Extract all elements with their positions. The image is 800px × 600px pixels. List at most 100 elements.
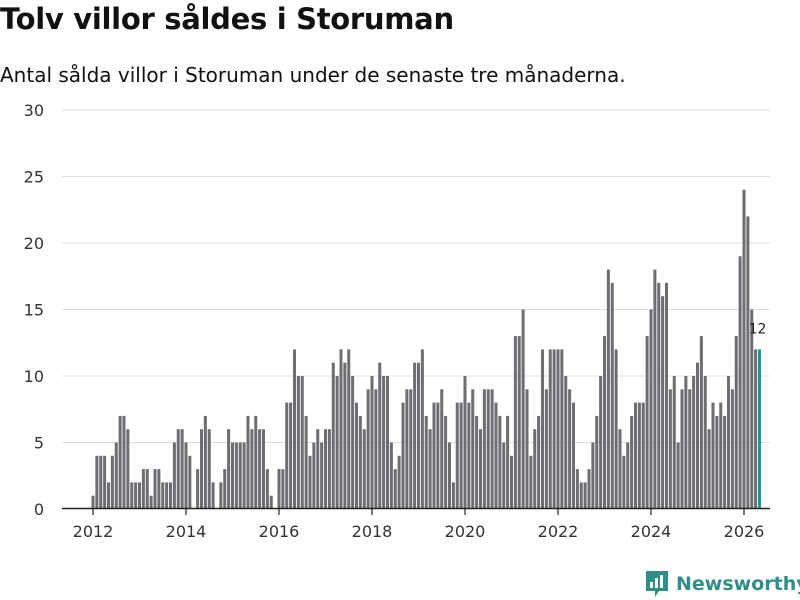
x-tick-label: 2016 xyxy=(259,522,300,541)
bar xyxy=(552,349,556,509)
bar xyxy=(238,442,242,509)
bar xyxy=(176,429,180,509)
bar xyxy=(498,415,502,509)
bar xyxy=(234,442,238,509)
bar xyxy=(207,429,211,509)
bar xyxy=(188,455,192,509)
newsworthy-logo-icon xyxy=(646,571,668,597)
bar xyxy=(292,349,297,509)
bar xyxy=(614,349,618,509)
bar xyxy=(602,336,607,509)
bar xyxy=(385,376,390,509)
bar xyxy=(405,389,409,509)
y-tick-label: 25 xyxy=(24,168,44,187)
bar xyxy=(548,349,552,509)
bar xyxy=(719,402,723,509)
bar xyxy=(196,469,200,509)
y-tick-label: 5 xyxy=(34,434,44,453)
bar xyxy=(521,309,525,509)
bar xyxy=(575,469,579,509)
bar xyxy=(161,482,165,509)
bar xyxy=(378,362,382,509)
bar xyxy=(335,376,339,509)
bar xyxy=(626,442,630,509)
bar xyxy=(525,389,529,509)
bar xyxy=(130,482,134,509)
bar xyxy=(424,415,428,509)
bar xyxy=(533,429,537,509)
bars xyxy=(91,189,762,510)
bar xyxy=(184,442,188,509)
x-tick-label: 2026 xyxy=(724,522,765,541)
bar xyxy=(382,376,386,509)
bar xyxy=(699,336,703,509)
bar xyxy=(110,455,114,509)
bar xyxy=(509,455,514,509)
bar xyxy=(707,429,711,509)
bar xyxy=(517,336,521,509)
bar xyxy=(347,349,351,509)
bar xyxy=(490,389,494,509)
chart-title: Tolv villor såldes i Storuman xyxy=(0,2,454,36)
bar-highlight xyxy=(757,349,762,509)
bar xyxy=(494,402,498,509)
bar xyxy=(420,349,424,509)
bar xyxy=(754,349,758,509)
bar xyxy=(486,389,490,509)
bar xyxy=(529,455,533,509)
bar xyxy=(296,376,300,509)
bar xyxy=(327,429,331,509)
bar xyxy=(219,482,223,509)
bar xyxy=(432,402,436,509)
bar xyxy=(738,256,742,509)
bar xyxy=(506,415,510,509)
y-tick-label: 20 xyxy=(24,234,44,253)
y-axis-tick-labels: 0 5 10 15 20 25 30 xyxy=(24,101,44,519)
bar xyxy=(653,269,657,509)
bar xyxy=(633,402,638,509)
x-tick-label: 2014 xyxy=(166,522,207,541)
bar xyxy=(203,415,207,509)
bar xyxy=(145,469,149,509)
bar xyxy=(692,376,696,509)
bar xyxy=(300,376,304,509)
bar xyxy=(637,402,641,509)
bar xyxy=(165,482,169,509)
bar xyxy=(277,469,281,509)
bar xyxy=(459,402,463,509)
bar xyxy=(537,415,541,509)
bar xyxy=(444,415,448,509)
bar xyxy=(250,429,254,509)
bar xyxy=(684,376,688,509)
bar xyxy=(354,402,359,509)
bar xyxy=(126,429,130,509)
bar xyxy=(114,442,118,509)
bar xyxy=(172,442,176,509)
bar xyxy=(99,455,103,509)
bar xyxy=(180,429,184,509)
bar xyxy=(331,362,335,509)
x-tick-label: 2020 xyxy=(445,522,486,541)
bar xyxy=(211,482,215,509)
bar xyxy=(137,482,142,509)
bar xyxy=(265,469,269,509)
x-tick-label: 2024 xyxy=(631,522,672,541)
bar xyxy=(715,415,719,509)
bar xyxy=(308,455,312,509)
bar xyxy=(649,309,653,509)
bar xyxy=(103,455,107,509)
bar xyxy=(351,376,355,509)
x-tick-label: 2012 xyxy=(73,522,114,541)
bar xyxy=(579,482,583,509)
bar xyxy=(587,469,591,509)
bar xyxy=(413,362,417,509)
bar xyxy=(316,429,320,509)
bar xyxy=(734,336,738,509)
x-axis-tick-labels: 2012 2014 2016 2018 2020 2022 2024 2026 xyxy=(73,509,765,541)
bar xyxy=(668,389,672,509)
bar xyxy=(323,429,328,509)
bar xyxy=(258,429,262,509)
bar xyxy=(281,469,285,509)
y-tick-label: 15 xyxy=(24,301,44,320)
bar xyxy=(157,469,161,509)
